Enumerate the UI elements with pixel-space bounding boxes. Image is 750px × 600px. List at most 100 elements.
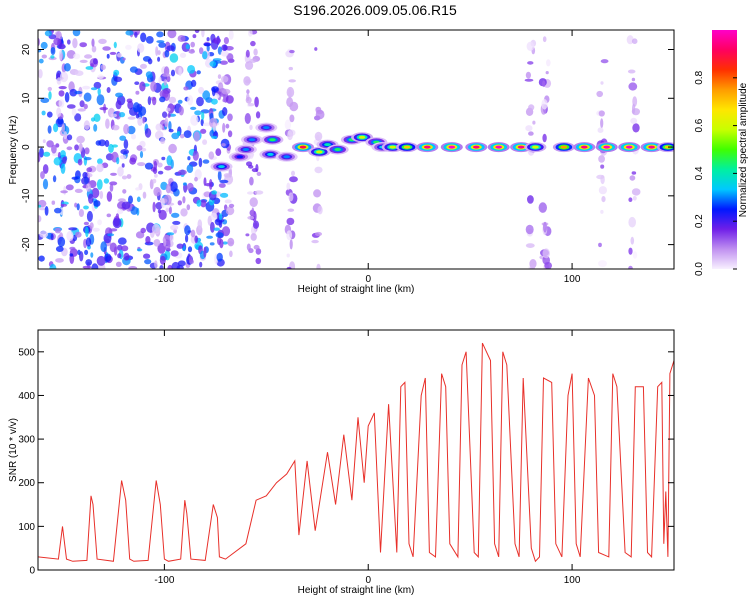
spectrogram-noise-blob	[38, 152, 41, 163]
spectrogram-noise-blob	[286, 86, 295, 98]
spectrogram-noise-blob	[211, 98, 218, 105]
spectrogram-noise-blob	[198, 86, 205, 94]
spectrogram-noise-blob	[203, 246, 207, 258]
y-tick-label: 300	[18, 435, 35, 446]
spectrogram-noise-blob	[125, 30, 134, 36]
spectrogram-noise-blob	[196, 199, 202, 207]
spectrogram-noise-blob	[197, 219, 203, 230]
spectrogram-noise-blob	[162, 73, 171, 77]
spectrogram-noise-blob	[168, 143, 177, 154]
spectrogram-noise-blob	[121, 175, 128, 180]
spectrogram-noise-blob	[630, 236, 635, 245]
spectrogram-noise-blob	[137, 116, 143, 126]
spectrogram-noise-blob	[153, 160, 158, 171]
y-tick-label: 400	[18, 391, 35, 402]
spectrogram-noise-blob	[78, 209, 84, 217]
spectrogram-noise-blob	[202, 159, 210, 164]
spectrogram-noise-blob	[44, 206, 49, 216]
spectrogram-noise-blob	[99, 190, 104, 200]
spectrogram-noise-blob	[284, 119, 292, 130]
spectrogram-noise-blob	[160, 181, 168, 191]
spectrogram-noise-blob	[223, 37, 229, 45]
spectrogram-noise-blob	[632, 196, 637, 201]
spectrogram-noise-blob	[250, 233, 257, 241]
spectrogram-noise-blob	[85, 259, 93, 266]
spectrogram-noise-blob	[53, 123, 59, 133]
spectrogram-noise-blob	[91, 187, 100, 199]
spectrogram-noise-blob	[157, 56, 161, 62]
spectrogram-noise-blob	[164, 165, 172, 171]
spectrogram-noise-blob	[93, 124, 98, 132]
spectrogram-noise-blob	[100, 241, 107, 253]
spectrogram-noise-blob	[76, 203, 80, 211]
spectrogram-noise-blob	[166, 232, 175, 236]
spectrogram-noise-blob	[598, 260, 607, 268]
spectrogram-x-label: Height of straight line (km)	[298, 284, 415, 295]
spectrogram-noise-blob	[246, 243, 251, 251]
spectrogram-noise-blob	[66, 230, 74, 242]
spectrogram-noise-blob	[113, 76, 123, 83]
spectrogram-noise-blob	[288, 192, 294, 202]
spectrogram-noise-blob	[199, 47, 204, 55]
spectrogram-noise-blob	[190, 106, 197, 110]
spectrogram-noise-blob	[69, 246, 76, 251]
spectrogram-noise-blob	[286, 253, 290, 258]
spectrogram-noise-blob	[600, 118, 604, 129]
spectrogram-noise-blob	[90, 252, 94, 258]
spectrogram-noise-blob	[228, 203, 235, 208]
spectrogram-noise-blob	[196, 70, 201, 75]
spectrogram-noise-blob	[91, 38, 95, 47]
spectrogram-noise-blob	[85, 237, 92, 247]
spectrogram-ridge-blob	[267, 152, 274, 156]
spectrogram-noise-blob	[86, 183, 91, 192]
spectrogram-noise-blob	[632, 251, 638, 259]
spectrogram-noise-blob	[219, 238, 224, 249]
spectrogram-noise-blob	[208, 179, 213, 190]
spectrogram-noise-blob	[90, 63, 94, 68]
spectrogram-noise-blob	[74, 188, 83, 193]
spectrogram-noise-blob	[600, 81, 604, 85]
spectrogram-noise-blob	[147, 96, 152, 106]
spectrogram-ridge-blob	[603, 145, 610, 149]
spectrogram-noise-blob	[245, 61, 254, 70]
spectrogram-noise-blob	[212, 58, 222, 62]
spectrogram-noise-blob	[542, 36, 547, 43]
spectrogram-noise-blob	[111, 144, 118, 148]
spectrogram-noise-blob	[99, 107, 108, 111]
spectrogram-noise-blob	[168, 96, 177, 104]
y-tick-label: -20	[21, 237, 32, 252]
spectrogram-noise-blob	[156, 31, 164, 38]
spectrogram-noise-blob	[145, 36, 154, 44]
spectrogram-noise-blob	[134, 81, 140, 85]
spectrogram-noise-blob	[202, 139, 208, 145]
spectrogram-ridge-blob	[473, 145, 480, 149]
spectrogram-noise-blob	[628, 197, 633, 202]
spectrogram-noise-blob	[225, 206, 235, 216]
spectrogram-noise-blob	[286, 217, 295, 226]
spectrogram-noise-blob	[67, 134, 73, 141]
spectrogram-noise-blob	[125, 44, 132, 50]
spectrogram-noise-blob	[113, 246, 118, 256]
spectrogram-noise-blob	[81, 176, 90, 185]
spectrogram-noise-blob	[630, 117, 638, 124]
spectrogram-noise-blob	[168, 206, 172, 215]
spectrogram-noise-blob	[38, 215, 42, 223]
spectrogram-noise-blob	[158, 209, 167, 220]
spectrogram-noise-blob	[121, 201, 131, 210]
spectrogram-noise-blob	[110, 113, 118, 118]
spectrogram-ridge-blob	[389, 145, 397, 149]
spectrogram-noise-blob	[66, 146, 73, 151]
spectrogram-noise-blob	[200, 128, 207, 134]
spectrogram-noise-blob	[112, 217, 122, 229]
spectrogram-noise-blob	[93, 113, 101, 123]
spectrogram-noise-blob	[119, 135, 127, 141]
spectrogram-noise-blob	[546, 59, 551, 67]
spectrogram-noise-blob	[77, 249, 81, 255]
spectrogram-noise-blob	[82, 171, 88, 179]
spectrogram-noise-blob	[105, 118, 110, 129]
spectrogram-noise-blob	[289, 176, 298, 183]
spectrogram-ridge-blob	[424, 145, 431, 149]
spectrogram-noise-blob	[50, 47, 56, 55]
spectrogram-noise-blob	[166, 75, 171, 83]
